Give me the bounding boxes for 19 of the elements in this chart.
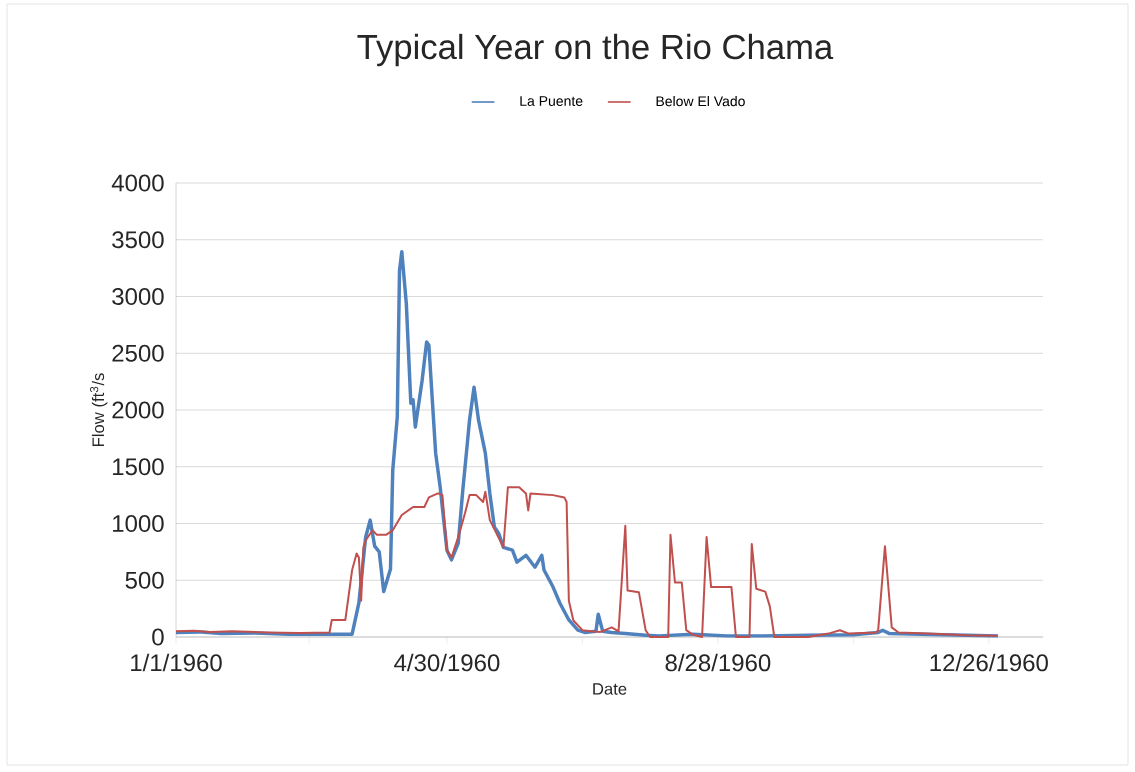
- x-axis-title: Date: [593, 683, 627, 695]
- x-tick-label: 8/28/1960: [665, 653, 771, 672]
- chart-title: Typical Year on the Rio Chama: [357, 33, 834, 67]
- legend-label: La Puente: [520, 96, 583, 106]
- x-tick-label: 4/30/1960: [394, 653, 500, 672]
- y-tick-label: 3500: [112, 231, 164, 249]
- legend-label: Below El Vado: [656, 95, 745, 107]
- y-tick-label: 4000: [111, 174, 164, 192]
- y-tick-label: 1000: [113, 514, 164, 532]
- y-tick-label: 2000: [112, 401, 164, 419]
- y-axis-title: Flow (ft$^{3}$/s: [90, 373, 108, 447]
- line-series: [175, 486, 999, 638]
- y-tick-label: 1500: [113, 458, 164, 476]
- y-tick-label: 2500: [112, 344, 164, 362]
- y-tick-label: 500: [125, 571, 164, 589]
- x-tick-label: 12/26/1960: [930, 653, 1048, 672]
- y-tick-label: 0: [152, 628, 164, 646]
- x-tick-label: 1/1/1960: [131, 653, 222, 672]
- y-tick-label: 3000: [112, 287, 164, 305]
